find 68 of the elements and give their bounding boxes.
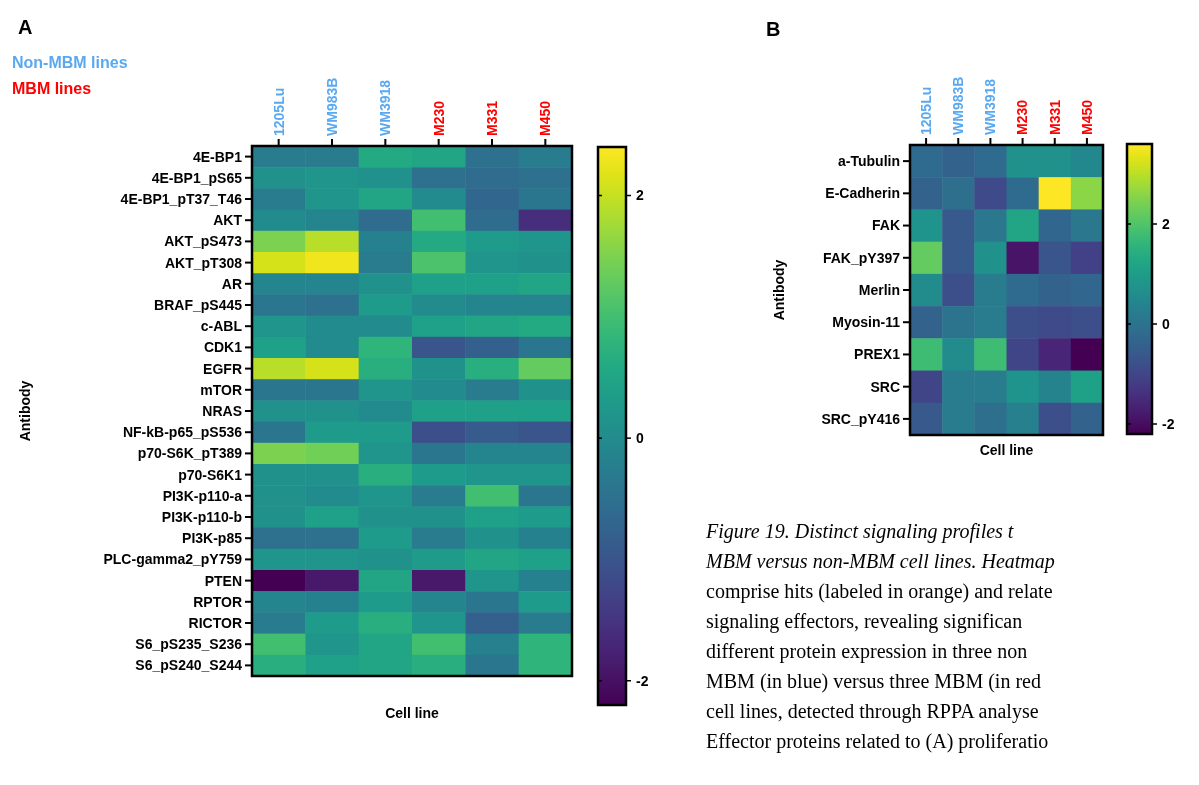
caption: Figure 19. Distinct signaling profiles t <box>705 520 1014 543</box>
y-tick-label: E-Cadherin <box>825 185 900 202</box>
x-tick-label: M450 <box>537 100 554 136</box>
y-tick-label: FAK <box>872 217 900 234</box>
y-tick-label: 4E-BP1_pS65 <box>151 169 243 186</box>
y-tick-label: RPTOR <box>193 593 242 610</box>
y-tick-label: p70-S6K1 <box>178 466 243 483</box>
x-tick-label: WM3918 <box>377 79 394 136</box>
y-axis-title: Antibody <box>771 259 787 321</box>
y-tick-label: AKT_pT308 <box>164 254 243 271</box>
x-tick-label: 1205Lu <box>270 87 287 136</box>
text: A <box>18 16 33 38</box>
x-tick-label: WM983B <box>323 77 340 136</box>
y-tick-label: 4E-BP1 <box>192 148 243 165</box>
text: MBM versus non-MBM cell lines. Heatmap <box>705 550 1055 573</box>
y-tick-label: a-Tubulin <box>838 153 900 170</box>
y-tick-label: PI3K-p110-b <box>161 508 242 525</box>
y-tick-label: BRAF_pS445 <box>154 296 243 313</box>
y-tick-label: p70-S6K_pT389 <box>137 445 243 462</box>
text: different protein expression in three non <box>706 640 1028 663</box>
chart-title: B <box>766 18 781 40</box>
text: MBM lines <box>12 80 92 97</box>
x-tick-label: 1205Lu <box>917 86 934 135</box>
y-tick-label: PLC-gamma2_pY759 <box>103 551 243 568</box>
y-tick-label: PREX1 <box>854 346 901 363</box>
y-tick-label: PTEN <box>204 572 242 589</box>
color-bar-label: 2 <box>1162 215 1170 232</box>
color-bar-label: 2 <box>636 187 644 204</box>
x-tick-label: M331 <box>483 100 500 136</box>
y-tick-label: NRAS <box>202 402 242 419</box>
y-tick-label: PI3K-p110-a <box>162 487 243 504</box>
y-tick-label: AR <box>221 275 242 292</box>
y-tick-label: RICTOR <box>188 614 242 631</box>
color-bar-label: 0 <box>636 430 644 447</box>
y-tick-label: SRC_pY416 <box>821 410 901 427</box>
y-axis-title: Antibody <box>17 380 33 442</box>
y-tick-label: NF-kB-p65_pS536 <box>122 424 243 441</box>
color-bar-label: 0 <box>1162 315 1170 332</box>
text: Effector proteins related to (A) proliferatio <box>706 730 1049 753</box>
color-bar-label: -2 <box>636 672 649 689</box>
y-tick-label: mTOR <box>200 381 242 398</box>
x-tick-label: M230 <box>1014 99 1031 135</box>
text: comprise hits (labeled in orange) and relate <box>706 580 1053 603</box>
y-tick-label: Myosin-11 <box>832 314 901 331</box>
text: Non-MBM lines <box>12 54 128 71</box>
y-tick-label: S6_pS235_S236 <box>135 636 243 653</box>
text: signaling effectors, revealing significan <box>706 610 1023 633</box>
x-tick-label: WM983B <box>950 76 967 135</box>
y-tick-label: AKT <box>213 212 243 229</box>
y-tick-label: Merlin <box>858 281 900 298</box>
y-tick-label: AKT_pS473 <box>164 233 243 250</box>
text: MBM (in blue) versus three MBM (in red <box>706 670 1041 693</box>
x-axis-title: Cell line <box>385 705 440 721</box>
y-tick-label: EGFR <box>203 360 242 377</box>
y-tick-label: FAK_pY397 <box>822 249 901 266</box>
x-tick-label: M331 <box>1046 99 1063 135</box>
x-axis-title: Cell line <box>979 442 1034 458</box>
color-bar-label: -2 <box>1162 415 1175 432</box>
x-tick-label: M450 <box>1078 99 1095 135</box>
x-tick-label: M230 <box>430 100 447 136</box>
text: cell lines, detected through RPPA analyse <box>706 700 1039 723</box>
y-tick-label: S6_pS240_S244 <box>135 657 243 674</box>
y-tick-label: c-ABL <box>200 318 243 335</box>
y-tick-label: 4E-BP1_pT37_T46 <box>120 190 243 207</box>
x-tick-label: WM3918 <box>982 78 999 135</box>
y-tick-label: CDK1 <box>203 339 243 356</box>
y-tick-label: SRC <box>870 378 900 395</box>
y-tick-label: PI3K-p85 <box>182 530 243 547</box>
